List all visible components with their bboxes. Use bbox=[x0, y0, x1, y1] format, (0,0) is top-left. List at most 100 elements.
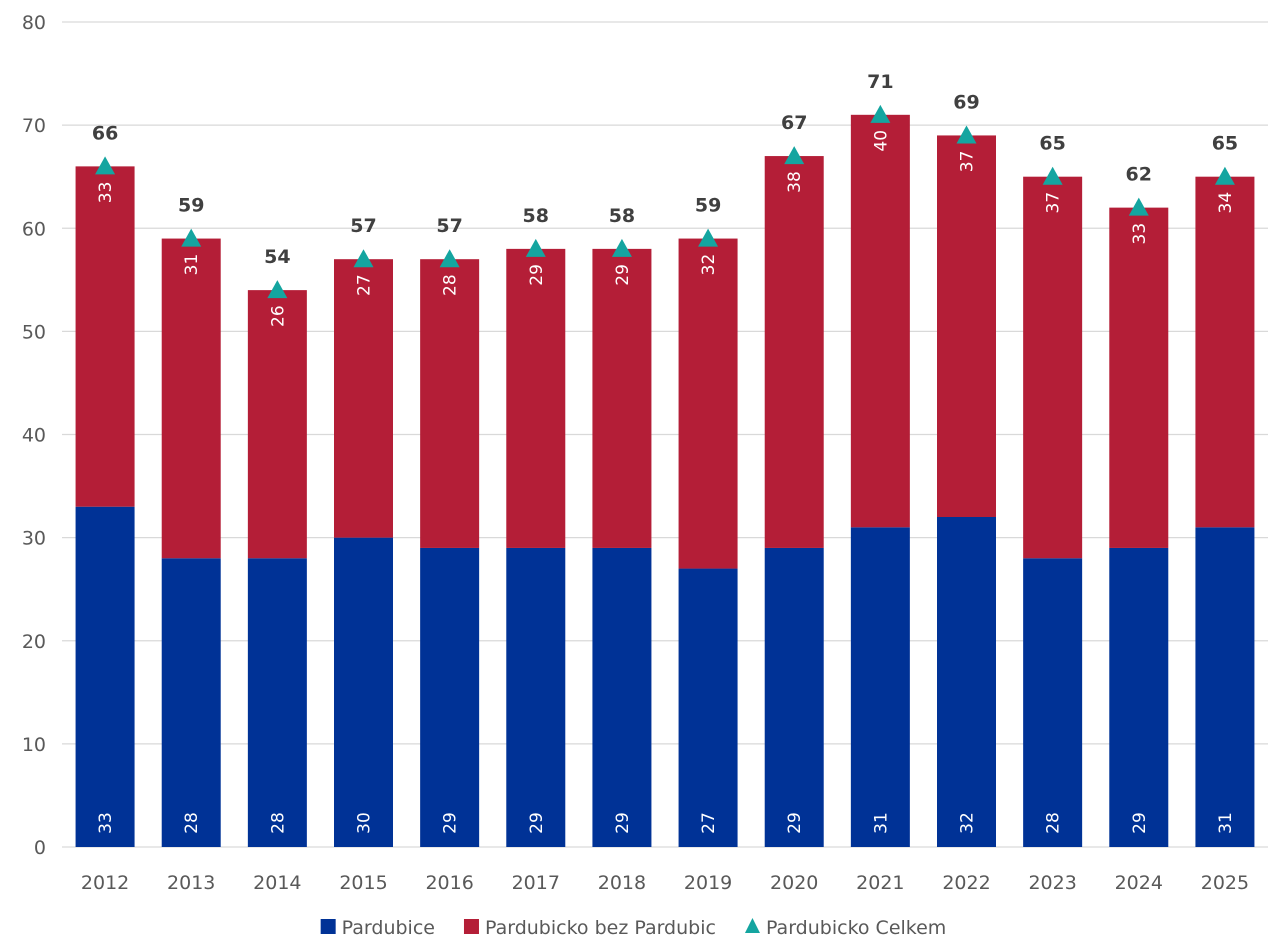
legend-label: Pardubicko Celkem bbox=[766, 917, 946, 939]
total-marker bbox=[956, 125, 977, 144]
bar-label-pardubice: 31 bbox=[871, 812, 891, 834]
x-tick-label: 2018 bbox=[598, 872, 646, 894]
y-tick-label: 20 bbox=[22, 631, 46, 653]
bar-label-pardubicko-bez-pardubic: 27 bbox=[355, 274, 375, 296]
bar-pardubice bbox=[850, 527, 910, 847]
total-marker bbox=[525, 238, 546, 257]
y-tick-label: 80 bbox=[22, 12, 46, 34]
bar-pardubicko-bez-pardubic bbox=[161, 238, 221, 559]
bar-pardubicko-bez-pardubic bbox=[678, 238, 738, 569]
bar-pardubicko-bez-pardubic bbox=[420, 259, 480, 548]
total-marker bbox=[181, 228, 202, 247]
total-marker bbox=[267, 280, 288, 299]
bar-pardubicko-bez-pardubic bbox=[334, 259, 393, 538]
legend: Pardubice Pardubicko bez Pardubic Pardubic… bbox=[320, 917, 946, 939]
total-marker bbox=[1128, 197, 1149, 216]
bar-label-pardubice: 29 bbox=[441, 812, 461, 834]
x-tick-label: 2022 bbox=[942, 872, 990, 894]
bar-label-pardubice: 29 bbox=[785, 812, 805, 834]
x-tick-label: 2023 bbox=[1028, 872, 1076, 894]
y-tick-label: 70 bbox=[22, 115, 46, 137]
y-axis: 0 10 20 30 40 50 60 70 80 bbox=[22, 12, 46, 859]
bar-label-pardubice: 27 bbox=[699, 812, 719, 834]
total-label: 59 bbox=[178, 195, 204, 217]
x-tick-label: 2025 bbox=[1201, 872, 1249, 894]
total-label: 54 bbox=[264, 246, 290, 268]
bar-label-pardubicko-bez-pardubic: 37 bbox=[958, 151, 978, 173]
total-label: 66 bbox=[92, 122, 118, 144]
bar-label-pardubicko-bez-pardubic: 33 bbox=[1130, 223, 1150, 245]
total-marker bbox=[1214, 166, 1235, 185]
bar-pardubice bbox=[75, 506, 135, 847]
total-label: 67 bbox=[781, 112, 807, 134]
total-label: 65 bbox=[1039, 133, 1065, 155]
bar-pardubice bbox=[334, 537, 393, 847]
bar-pardubice bbox=[764, 547, 824, 847]
x-tick-label: 2012 bbox=[81, 872, 129, 894]
bar-pardubicko-bez-pardubic bbox=[75, 166, 135, 507]
legend-swatch-pardubice bbox=[320, 919, 336, 934]
y-tick-label: 10 bbox=[22, 734, 46, 756]
total-label: 57 bbox=[436, 215, 462, 237]
x-tick-label: 2015 bbox=[339, 872, 387, 894]
total-label: 57 bbox=[350, 215, 376, 237]
total-marker bbox=[698, 228, 719, 247]
bar-pardubice bbox=[1109, 547, 1169, 847]
bar-pardubice bbox=[1023, 558, 1083, 847]
bar-label-pardubice: 30 bbox=[355, 812, 375, 834]
bar-pardubice bbox=[678, 568, 738, 847]
bars bbox=[75, 114, 1255, 847]
x-tick-label: 2014 bbox=[253, 872, 301, 894]
total-marker bbox=[1042, 166, 1063, 185]
total-marker bbox=[95, 156, 116, 175]
total-marker bbox=[870, 104, 891, 123]
bar-label-pardubicko-bez-pardubic: 29 bbox=[613, 264, 633, 286]
bar-label-pardubice: 29 bbox=[613, 812, 633, 834]
total-label: 65 bbox=[1212, 133, 1238, 155]
y-tick-label: 40 bbox=[22, 425, 46, 447]
bar-pardubice bbox=[161, 558, 221, 847]
bar-pardubice bbox=[247, 558, 307, 847]
total-markers bbox=[95, 104, 1235, 299]
y-tick-label: 50 bbox=[22, 321, 46, 343]
bar-label-pardubicko-bez-pardubic: 31 bbox=[182, 254, 202, 276]
bar-pardubicko-bez-pardubic bbox=[1023, 176, 1083, 559]
bar-label-pardubice: 28 bbox=[268, 812, 288, 834]
bar-pardubicko-bez-pardubic bbox=[592, 248, 652, 548]
bar-label-pardubice: 28 bbox=[182, 812, 202, 834]
bar-pardubice bbox=[1195, 527, 1255, 847]
bar-label-pardubice: 29 bbox=[1130, 812, 1150, 834]
legend-swatch-pardubicko-bez-pardubic bbox=[463, 919, 479, 934]
total-label: 59 bbox=[695, 195, 721, 217]
total-label: 62 bbox=[1126, 164, 1152, 186]
bar-pardubice bbox=[420, 547, 480, 847]
total-label: 58 bbox=[609, 205, 635, 227]
bar-pardubicko-bez-pardubic bbox=[850, 114, 910, 528]
bar-label-pardubicko-bez-pardubic: 28 bbox=[441, 274, 461, 296]
bar-pardubice bbox=[592, 547, 652, 847]
legend-label: Pardubicko bez Pardubic bbox=[485, 917, 716, 939]
bar-label-pardubicko-bez-pardubic: 33 bbox=[96, 182, 116, 204]
total-label: 69 bbox=[953, 91, 979, 113]
bar-label-pardubice: 29 bbox=[527, 812, 547, 834]
x-tick-label: 2019 bbox=[684, 872, 732, 894]
bar-label-pardubicko-bez-pardubic: 37 bbox=[1044, 192, 1064, 214]
total-marker bbox=[784, 146, 805, 165]
bar-label-pardubicko-bez-pardubic: 32 bbox=[699, 254, 719, 276]
x-tick-label: 2021 bbox=[856, 872, 904, 894]
bar-label-pardubice: 33 bbox=[96, 812, 116, 834]
bar-label-pardubicko-bez-pardubic: 34 bbox=[1216, 192, 1236, 214]
x-axis: 2012 2013 2014 2015 2016 2017 2018 2019 2020 2021… bbox=[81, 872, 1249, 894]
y-tick-label: 0 bbox=[34, 837, 46, 859]
bar-pardubicko-bez-pardubic bbox=[937, 135, 996, 517]
total-label: 58 bbox=[523, 205, 549, 227]
data-labels: 33 33 66 28 31 59 28 26 54 30 27 57 29 28 57 29 29 58 29 29… bbox=[92, 71, 1238, 834]
legend-label: Pardubice bbox=[342, 917, 435, 939]
y-tick-label: 60 bbox=[22, 218, 46, 240]
total-marker bbox=[611, 238, 632, 257]
bar-label-pardubice: 31 bbox=[1216, 812, 1236, 834]
total-marker bbox=[439, 249, 460, 268]
bar-pardubice bbox=[506, 547, 566, 847]
bar-label-pardubicko-bez-pardubic: 38 bbox=[785, 171, 805, 193]
bar-pardubicko-bez-pardubic bbox=[247, 290, 307, 559]
